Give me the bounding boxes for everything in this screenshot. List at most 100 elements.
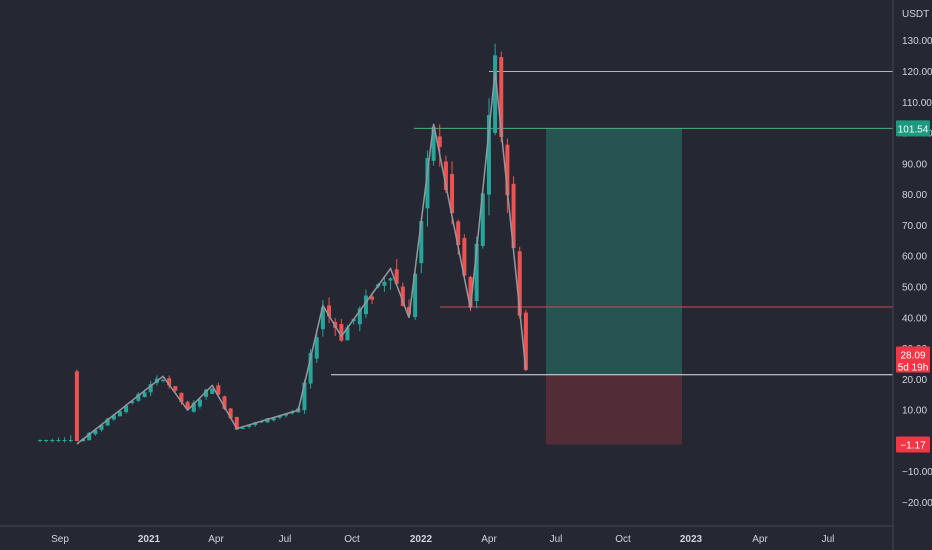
candlesticks	[38, 43, 528, 443]
y-tick-label: 130.00	[902, 36, 932, 47]
candle-body	[517, 251, 522, 316]
candle-body	[222, 396, 227, 409]
candle-body	[314, 337, 319, 359]
y-tick-label: 40.00	[902, 313, 927, 324]
candle-body	[277, 416, 282, 418]
y-tick-label: 80.00	[902, 190, 927, 201]
x-tick-label: Sep	[51, 534, 69, 545]
stop-price-badge-text: −1.17	[900, 441, 926, 452]
candle-body	[93, 430, 98, 435]
candle-body	[74, 371, 79, 442]
profit-zone[interactable]	[546, 128, 682, 375]
candle-body	[117, 411, 122, 417]
candle-body	[382, 281, 387, 286]
candle-body	[388, 278, 393, 281]
x-tick-label: Apr	[481, 534, 497, 545]
candle-body	[130, 401, 135, 404]
candle-body	[363, 295, 368, 315]
candle-body	[474, 243, 479, 302]
candle-body	[161, 379, 165, 381]
x-tick-label: Jul	[279, 534, 292, 545]
candle-body	[302, 382, 307, 411]
candle-body	[443, 161, 448, 190]
candle-body	[339, 324, 344, 341]
candle-body	[425, 157, 430, 209]
candle-body	[265, 418, 270, 423]
candle-body	[142, 392, 147, 398]
currency-label: USDT	[902, 9, 929, 20]
y-tick-label: 110.00	[902, 98, 932, 109]
candle-body	[511, 183, 516, 249]
candle-body	[44, 440, 49, 442]
candle-body	[148, 384, 153, 393]
candle-body	[271, 418, 276, 421]
y-tick-label: −20.00	[902, 498, 932, 509]
x-tick-label: 2021	[138, 534, 161, 545]
candle-body	[370, 296, 375, 300]
candle-body	[105, 418, 110, 426]
candle-body	[56, 440, 61, 442]
x-tick-label: Oct	[344, 534, 360, 545]
candle-body	[431, 127, 436, 161]
x-tick-label: Oct	[615, 534, 631, 545]
y-tick-label: 70.00	[902, 221, 927, 232]
stop-price-badge-bg	[896, 436, 930, 453]
candle-body	[247, 425, 252, 427]
candle-body	[284, 414, 288, 416]
candle-body	[499, 57, 504, 138]
candle-body	[210, 388, 215, 394]
candle-body	[486, 115, 491, 195]
loss-zone[interactable]	[546, 374, 682, 445]
candle-body	[191, 402, 196, 412]
candle-body	[228, 408, 233, 419]
y-tick-label: 120.00	[902, 67, 932, 78]
candle-body	[419, 221, 424, 264]
y-tick-label: 50.00	[902, 283, 927, 294]
y-tick-label: 90.00	[902, 159, 927, 170]
candle-body	[450, 174, 455, 213]
candle-body	[167, 378, 172, 386]
candle-body	[505, 144, 510, 196]
zigzag-line	[76, 71, 527, 445]
candle-body	[413, 273, 418, 318]
candle-body	[493, 55, 498, 133]
candle-body	[124, 405, 129, 413]
candle-body	[456, 221, 461, 245]
candle-body	[462, 237, 467, 276]
current-price-badge-bg	[896, 346, 930, 373]
candle-body	[327, 305, 332, 317]
y-tick-label: 20.00	[902, 375, 927, 386]
candle-body	[50, 440, 55, 442]
x-tick-label: Apr	[752, 534, 768, 545]
current-price-badge-text: 28.09	[900, 350, 925, 361]
candle-body	[523, 312, 528, 370]
candle-body	[173, 386, 178, 391]
candle-body	[197, 399, 202, 407]
y-tick-label: −10.00	[902, 467, 932, 478]
candle-body	[357, 308, 362, 325]
candle-body	[179, 392, 184, 402]
y-tick-label: 10.00	[902, 406, 927, 417]
candle-body	[394, 269, 399, 284]
candle-body	[437, 136, 442, 147]
candle-body	[407, 306, 411, 315]
long-position-tool[interactable]	[546, 128, 682, 445]
time-axis[interactable]: Sep 2021 Apr Jul Oct 2022 Apr Jul Oct 2023 Apr Jul	[51, 534, 834, 545]
candle-body	[185, 401, 190, 409]
candle-body	[234, 416, 239, 430]
x-tick-label: 2023	[680, 534, 703, 545]
x-tick-label: Apr	[208, 534, 224, 545]
candle-body	[111, 415, 116, 420]
candle-body	[240, 428, 245, 430]
candle-body	[345, 327, 350, 341]
candle-body	[62, 440, 67, 442]
candle-body	[468, 276, 473, 308]
x-tick-label: Jul	[822, 534, 835, 545]
candle-body	[480, 193, 485, 246]
target-price-badge-bg	[896, 120, 930, 137]
candle-body	[320, 307, 325, 330]
candle-body	[136, 393, 141, 401]
candle-body	[204, 389, 209, 397]
